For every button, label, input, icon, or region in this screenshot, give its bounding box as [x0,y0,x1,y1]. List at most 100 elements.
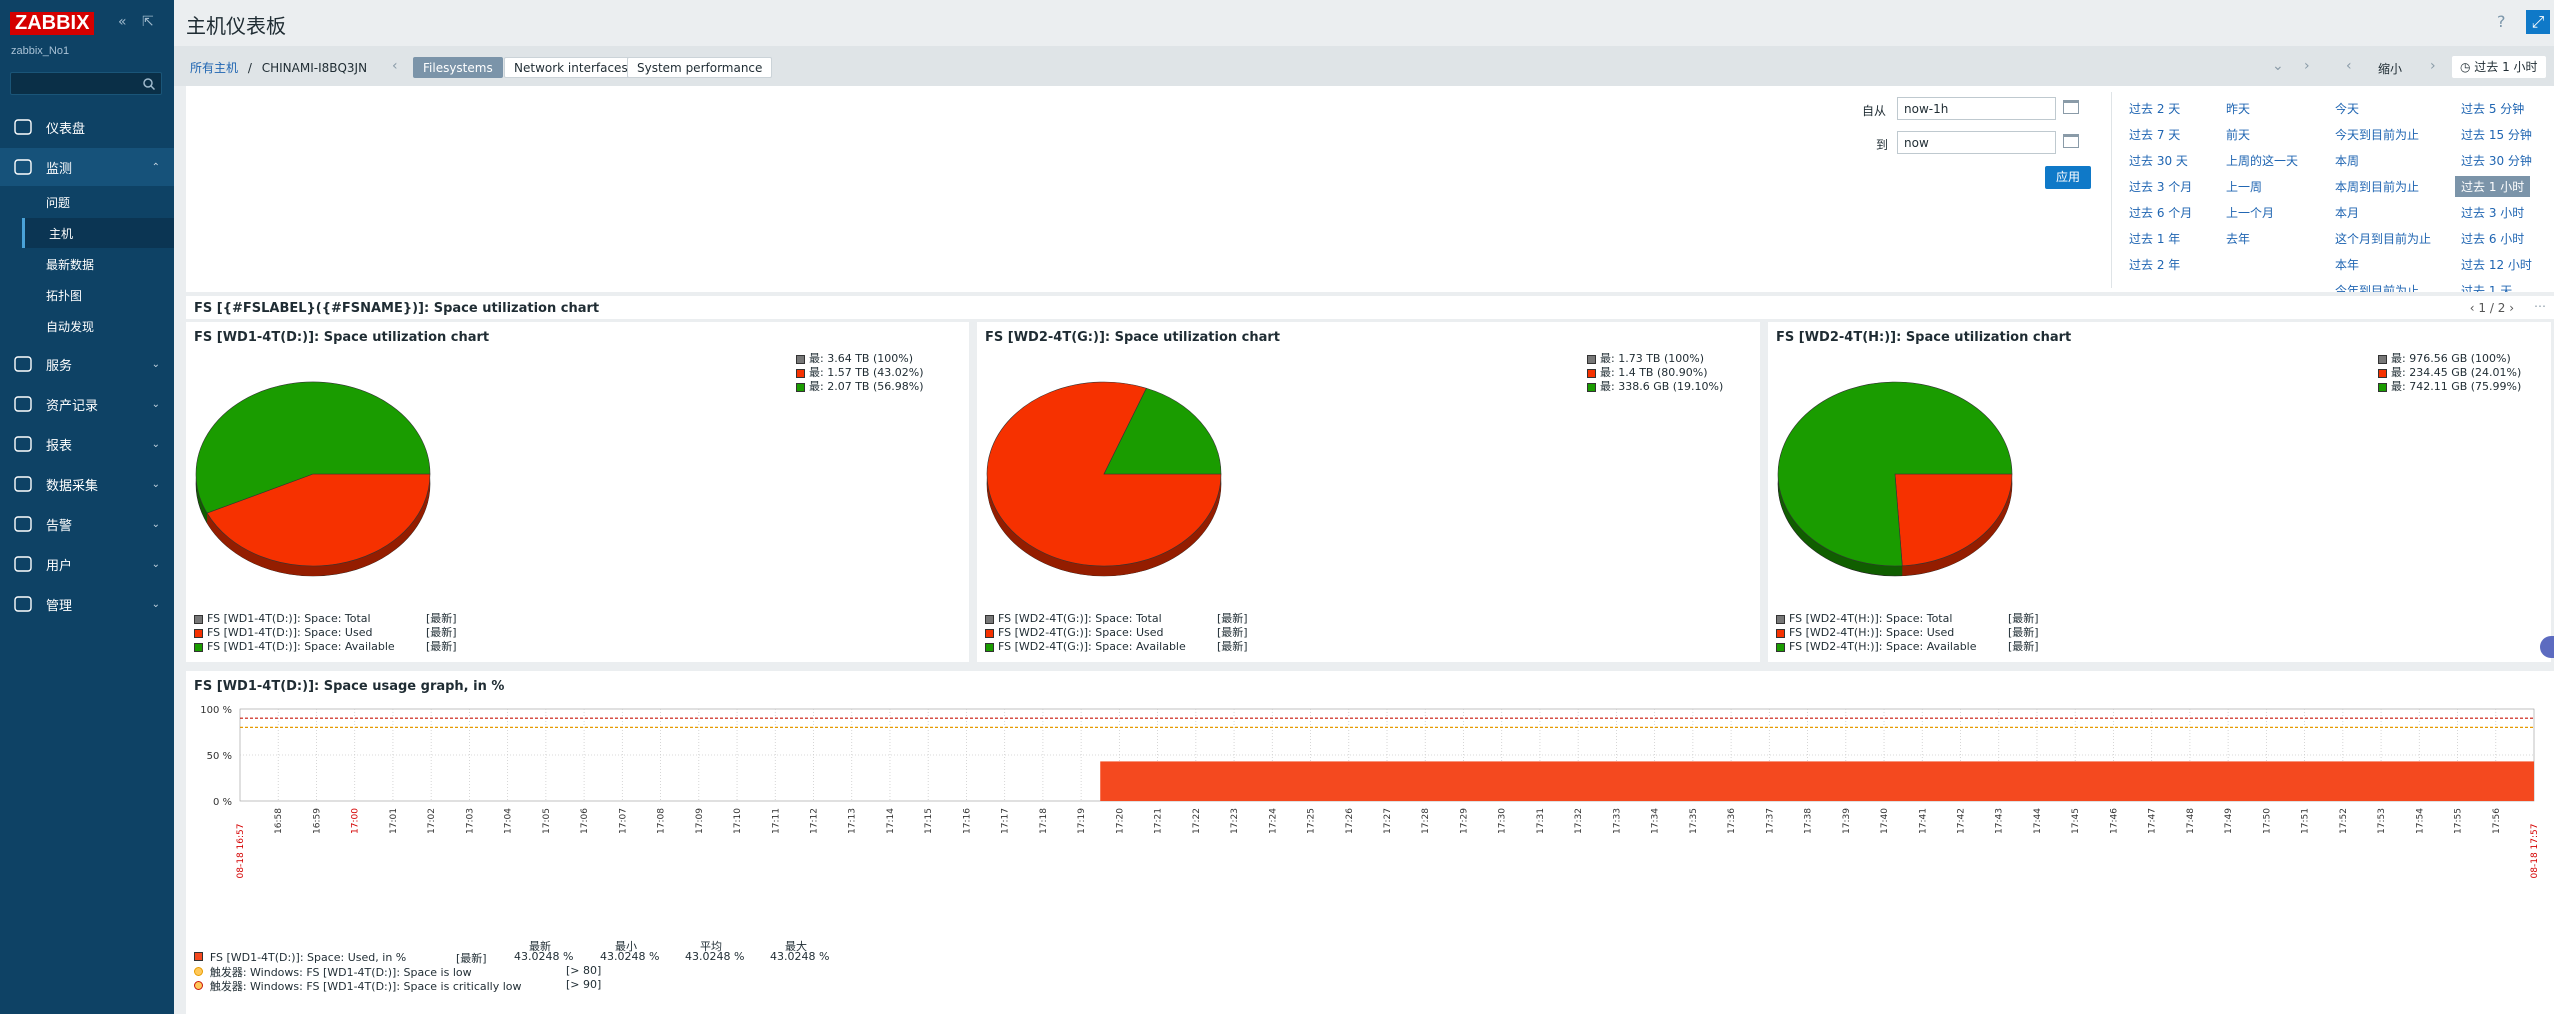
sidebar-item-2[interactable]: 服务 ⌄ [0,345,174,383]
time-next-icon[interactable]: › [2430,58,2436,74]
quick-range-1-0[interactable]: 昨天 [2226,102,2251,116]
quick-range-3-3[interactable]: 过去 1 小时 [2455,176,2531,197]
zoom-out-button[interactable]: 缩小 [2378,62,2403,76]
time-range-button[interactable]: ◷ 过去 1 小时 [2452,56,2546,78]
x-tick-label: 17:02 [427,808,437,834]
fullscreen-icon[interactable]: ⤢ [2526,10,2550,34]
time-prev-icon[interactable]: ‹ [2346,58,2352,74]
legend-swatch [2378,368,2387,378]
quick-range-2-2[interactable]: 本周 [2335,154,2360,168]
tabs-prev-icon[interactable]: ‹ [392,58,398,74]
sidebar-item-5[interactable]: 数据采集 ⌄ [0,465,174,503]
sidebar-item-6[interactable]: 告警 ⌄ [0,505,174,543]
sidebar-item-8[interactable]: 管理 ⌄ [0,585,174,623]
quick-range-0-0[interactable]: 过去 2 天 [2129,102,2181,116]
quick-range-3-6[interactable]: 过去 12 小时 [2461,258,2532,272]
quick-range-0-1[interactable]: 过去 7 天 [2129,128,2181,142]
dashboard-icon [14,119,32,135]
quick-range-1-1[interactable]: 前天 [2226,128,2251,142]
legend-swatch [1776,614,1785,624]
apply-button[interactable]: 应用 [2045,166,2091,189]
quick-range-2-7[interactable]: 今年到目前为止 [2335,284,2420,292]
assistant-icon[interactable] [2540,636,2554,658]
sidebar-item-3[interactable]: 资产记录 ⌄ [0,385,174,423]
tabs-scroll-down-icon[interactable]: ⌄ [2272,58,2284,74]
quick-range-1-3[interactable]: 上一周 [2226,180,2263,194]
sidebar-item-4[interactable]: 报表 ⌄ [0,425,174,463]
quick-range-1-5[interactable]: 去年 [2226,232,2251,246]
submenu-item-0[interactable]: 问题 [46,195,71,210]
quick-range-3-0[interactable]: 过去 5 分钟 [2461,102,2525,116]
pie-item-entry: FS [WD1-4T(D:)]: Space: Used [最新] [194,626,457,640]
tab-filesystems[interactable]: Filesystems [413,57,503,78]
page-next-icon[interactable]: › [2509,301,2514,315]
pie-legend-items: FS [WD2-4T(H:)]: Space: Total [最新] FS [WD2… [1776,612,2039,654]
legend-swatch [1587,354,1596,364]
search-icon[interactable] [143,78,155,90]
chevron-icon: ⌄ [151,478,160,490]
quick-range-3-5[interactable]: 过去 6 小时 [2461,232,2525,246]
pie-slice-available[interactable] [1103,387,1222,475]
sidebar-item-label: 数据采集 [46,478,99,494]
to-input[interactable] [1897,131,2056,154]
tabs-next-icon[interactable]: › [2304,58,2310,74]
quick-range-2-5[interactable]: 这个月到目前为止 [2335,232,2432,246]
quick-range-3-1[interactable]: 过去 15 分钟 [2461,128,2532,142]
more-options-icon[interactable]: ⋯ [2534,299,2546,313]
quick-range-3-7[interactable]: 过去 1 天 [2461,284,2513,292]
sidebar-item-0[interactable]: 仪表盘 [0,108,174,146]
collapse-sidebar-icon[interactable]: « [118,14,127,30]
x-tick-label: 17:10 [733,808,743,834]
monitoring-icon [14,159,32,175]
from-input[interactable] [1897,97,2056,120]
quick-range-2-6[interactable]: 本年 [2335,258,2360,272]
zabbix-logo[interactable]: ZABBIX [10,12,95,35]
page-prev-icon[interactable]: ‹ [2469,301,2479,315]
submenu-item-3[interactable]: 拓扑图 [46,288,83,303]
help-icon[interactable]: ? [2497,12,2506,31]
breadcrumb-all-hosts[interactable]: 所有主机 [190,61,239,75]
quick-range-3-2[interactable]: 过去 30 分钟 [2461,154,2532,168]
tab-network-interfaces[interactable]: Network interfaces [504,57,638,78]
quick-range-0-2[interactable]: 过去 30 天 [2129,154,2188,168]
x-tick-label: 17:15 [924,808,934,834]
quick-range-2-4[interactable]: 本月 [2335,206,2360,220]
x-tick-label: 17:56 [2492,808,2502,834]
quick-range-1-2[interactable]: 上周的这一天 [2226,154,2299,168]
pager: ‹ 1 / 2 › [2469,301,2514,315]
x-tick-label: 17:38 [1804,808,1814,834]
tab-system-performance[interactable]: System performance [627,57,773,78]
pie-item-entry: FS [WD2-4T(H:)]: Space: Available [最新] [1776,640,2039,654]
hide-sidebar-icon[interactable]: ⇱ [142,14,154,30]
sidebar-item-7[interactable]: 用户 ⌄ [0,545,174,583]
quick-range-3-4[interactable]: 过去 3 小时 [2461,206,2525,220]
divider [2111,92,2112,288]
pie-slice-available[interactable] [1777,381,2013,567]
quick-range-0-6[interactable]: 过去 2 年 [2129,258,2181,272]
quick-range-0-5[interactable]: 过去 1 年 [2129,232,2181,246]
quick-range-2-1[interactable]: 今天到目前为止 [2335,128,2420,142]
quick-range-0-3[interactable]: 过去 3 个月 [2129,180,2193,194]
pie-slice-used[interactable] [1894,473,2013,567]
inventory-icon [14,396,32,412]
from-calendar-icon[interactable] [2063,100,2079,114]
x-tick-label: 17:53 [2377,808,2387,834]
pie-slice-used[interactable] [206,473,431,567]
pie-legend-values: 最: 1.73 TB (100%) 最: 1.4 TB (80.90%) 最: 33… [1587,352,1723,394]
clock-icon: ◷ [2460,60,2475,74]
to-calendar-icon[interactable] [2063,134,2079,148]
sidebar-search-input[interactable] [10,72,162,95]
sidebar-item-1[interactable]: 监测 ⌃ [0,148,174,186]
submenu-item-2[interactable]: 最新数据 [46,257,95,272]
pie-slice-available[interactable] [195,381,431,514]
quick-range-2-0[interactable]: 今天 [2335,102,2360,116]
quick-range-2-3[interactable]: 本周到目前为止 [2335,180,2420,194]
x-tick-label: 17:30 [1498,808,1508,834]
submenu-item-1[interactable]: 主机 [22,218,174,248]
x-tick-label: 17:50 [2262,808,2272,834]
pie-item-entry: FS [WD2-4T(G:)]: Space: Total [最新] [985,612,1248,626]
quick-range-0-4[interactable]: 过去 6 个月 [2129,206,2193,220]
x-tick-label: 17:48 [2186,808,2196,834]
quick-range-1-4[interactable]: 上一个月 [2226,206,2275,220]
submenu-item-4[interactable]: 自动发现 [46,319,95,334]
